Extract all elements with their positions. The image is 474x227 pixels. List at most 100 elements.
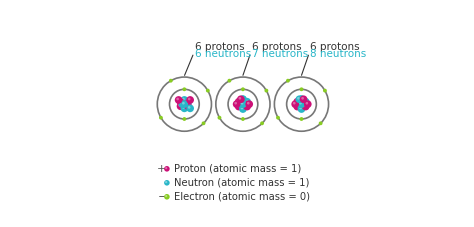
Circle shape [300,95,308,103]
Circle shape [246,100,253,108]
Circle shape [293,103,301,111]
Circle shape [164,180,170,186]
Circle shape [295,104,298,107]
Circle shape [201,121,205,125]
Circle shape [299,97,302,100]
Text: 6 neutrons: 6 neutrons [195,49,251,59]
Circle shape [295,95,303,103]
Circle shape [319,121,323,125]
Circle shape [243,102,246,104]
Circle shape [241,87,245,91]
Circle shape [235,103,243,111]
Circle shape [159,116,163,120]
Circle shape [293,98,301,106]
Text: 6 protons: 6 protons [252,42,301,52]
Circle shape [238,97,241,100]
Circle shape [301,97,304,100]
Circle shape [235,98,243,106]
Circle shape [293,102,296,104]
Circle shape [323,89,327,93]
Circle shape [241,102,243,104]
Circle shape [237,100,245,108]
Circle shape [241,107,243,109]
Circle shape [241,100,249,108]
Circle shape [298,105,305,113]
Circle shape [297,102,300,104]
Text: −: − [157,192,167,202]
Circle shape [182,106,185,109]
Circle shape [182,98,185,100]
Circle shape [234,102,237,104]
Circle shape [178,100,181,102]
Circle shape [300,117,303,121]
Circle shape [177,102,184,110]
Circle shape [182,117,186,121]
Circle shape [237,99,239,102]
Circle shape [177,98,184,106]
Circle shape [302,103,310,111]
Circle shape [165,195,167,197]
Text: 6 protons: 6 protons [195,42,245,52]
Circle shape [298,95,305,103]
Circle shape [239,100,247,108]
Circle shape [299,107,302,109]
Circle shape [233,100,240,108]
Circle shape [292,100,299,108]
Circle shape [299,97,302,100]
Circle shape [260,121,264,125]
Circle shape [184,102,187,104]
Circle shape [181,104,188,112]
Circle shape [180,102,183,104]
Circle shape [239,95,247,103]
Circle shape [186,104,194,112]
Circle shape [276,116,280,120]
Circle shape [184,98,192,106]
Circle shape [206,89,210,93]
Circle shape [188,98,191,100]
Text: +: + [157,164,167,174]
Circle shape [181,100,188,108]
Circle shape [178,104,181,107]
Circle shape [247,102,250,104]
Circle shape [164,194,170,200]
Circle shape [179,100,186,108]
Text: Electron (atomic mass = 0): Electron (atomic mass = 0) [174,192,310,202]
Circle shape [164,166,170,172]
Circle shape [188,106,191,109]
Text: 8 neutrons: 8 neutrons [310,49,366,59]
Circle shape [169,79,173,83]
Circle shape [228,79,231,83]
Text: Neutron (atomic mass = 1): Neutron (atomic mass = 1) [174,178,310,188]
Circle shape [304,100,311,108]
Circle shape [243,98,251,106]
Circle shape [297,97,300,100]
Circle shape [239,105,247,113]
Circle shape [176,98,179,100]
Circle shape [184,102,192,110]
Circle shape [238,102,241,104]
Circle shape [286,79,290,83]
Circle shape [241,117,245,121]
Circle shape [165,167,167,169]
Circle shape [182,102,185,104]
Circle shape [218,116,221,120]
Circle shape [182,87,186,91]
Circle shape [165,181,167,183]
Circle shape [264,89,268,93]
Circle shape [305,102,308,104]
Text: 6 protons: 6 protons [310,42,360,52]
Circle shape [245,99,247,102]
Circle shape [298,95,305,103]
Circle shape [182,100,190,108]
Circle shape [186,100,189,102]
Circle shape [295,99,298,102]
Text: 7 neutrons: 7 neutrons [252,49,308,59]
Circle shape [302,98,310,106]
Circle shape [239,95,247,103]
Circle shape [237,95,245,103]
Circle shape [299,102,302,104]
Circle shape [241,97,243,100]
Circle shape [303,104,306,107]
Text: Proton (atomic mass = 1): Proton (atomic mass = 1) [174,164,301,174]
Circle shape [295,100,303,108]
